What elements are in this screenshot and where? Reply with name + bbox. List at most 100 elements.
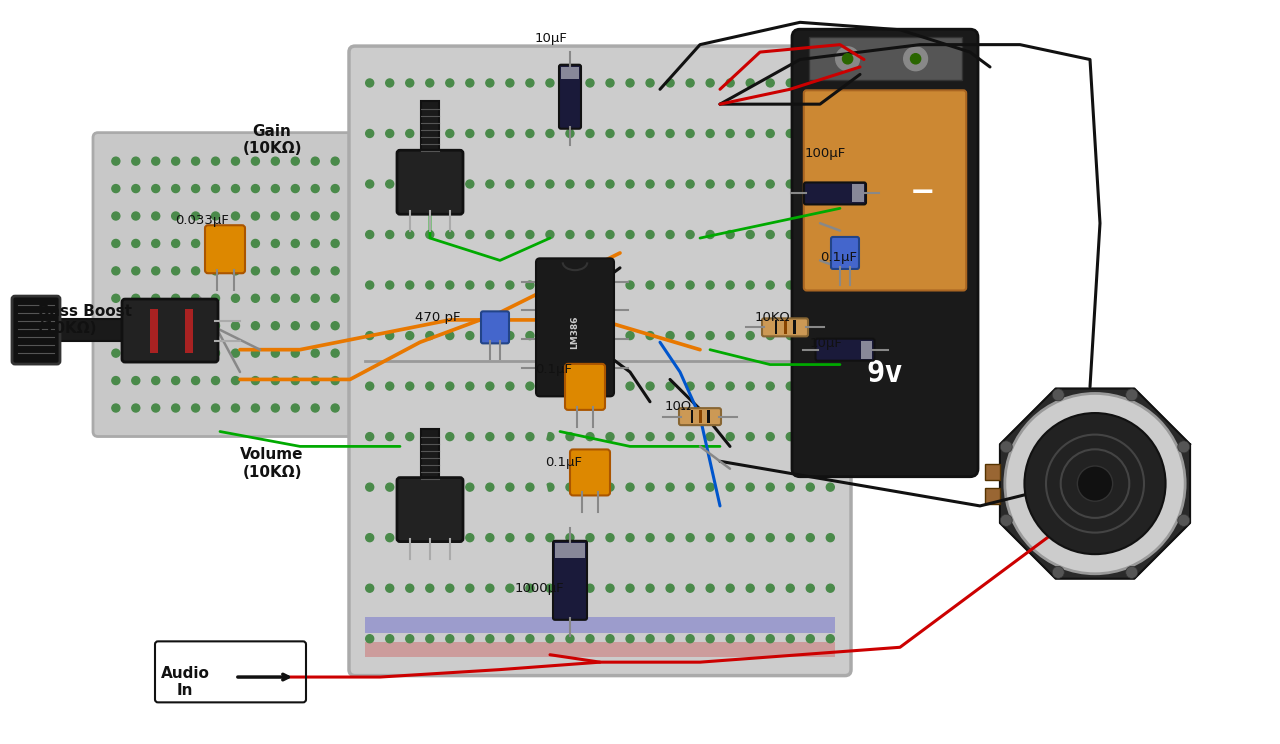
Circle shape [726,533,735,542]
Circle shape [526,231,534,239]
Circle shape [806,231,814,239]
Circle shape [486,79,494,87]
Circle shape [1052,566,1064,578]
Circle shape [111,321,120,330]
Circle shape [806,483,814,491]
Circle shape [192,404,200,412]
Circle shape [586,584,594,592]
Circle shape [586,432,594,440]
Circle shape [586,180,594,188]
Circle shape [311,349,319,357]
Circle shape [445,79,454,87]
Circle shape [311,157,319,165]
Circle shape [385,635,394,643]
Circle shape [666,483,675,491]
FancyBboxPatch shape [349,46,851,676]
Circle shape [786,79,795,87]
Circle shape [605,483,614,491]
Circle shape [406,483,413,491]
Circle shape [526,180,534,188]
Text: 9v: 9v [867,359,904,388]
Circle shape [767,129,774,138]
Circle shape [827,281,835,289]
Circle shape [406,635,413,643]
Circle shape [251,185,260,193]
Circle shape [232,295,239,302]
Circle shape [172,376,179,385]
Circle shape [385,129,394,138]
Circle shape [806,129,814,138]
FancyBboxPatch shape [481,311,509,344]
Circle shape [746,584,754,592]
Circle shape [232,212,239,220]
Circle shape [666,635,675,643]
FancyBboxPatch shape [831,237,859,269]
Circle shape [707,231,714,239]
Circle shape [526,483,534,491]
FancyBboxPatch shape [570,449,611,496]
Circle shape [251,404,260,412]
Circle shape [385,584,394,592]
Circle shape [132,240,140,248]
Circle shape [746,432,754,440]
Bar [690,410,694,423]
Circle shape [132,267,140,275]
Circle shape [192,157,200,165]
Circle shape [506,332,513,339]
Circle shape [547,231,554,239]
Text: 0.033μF: 0.033μF [175,214,229,227]
Circle shape [385,79,394,87]
Circle shape [426,635,434,643]
Circle shape [486,432,494,440]
Circle shape [827,180,835,188]
Bar [852,185,864,202]
Circle shape [152,376,160,385]
Circle shape [547,533,554,542]
Circle shape [707,129,714,138]
Circle shape [605,129,614,138]
Text: 0.1μF: 0.1μF [820,251,858,264]
Circle shape [726,635,735,643]
Circle shape [332,267,339,275]
Circle shape [445,180,454,188]
Circle shape [426,332,434,339]
Circle shape [767,382,774,390]
Circle shape [211,185,220,193]
Circle shape [466,332,474,339]
Circle shape [192,321,200,330]
Circle shape [192,212,200,220]
Text: Volume
(10KΩ): Volume (10KΩ) [241,447,303,480]
Circle shape [707,483,714,491]
Circle shape [827,382,835,390]
Circle shape [566,432,573,440]
Circle shape [385,483,394,491]
Circle shape [232,321,239,330]
Circle shape [586,281,594,289]
Circle shape [445,635,454,643]
Circle shape [626,533,634,542]
Circle shape [806,79,814,87]
Bar [861,341,873,359]
Circle shape [547,635,554,643]
Circle shape [586,635,594,643]
Circle shape [211,321,220,330]
Circle shape [626,332,634,339]
Circle shape [666,332,675,339]
Bar [794,321,796,334]
Circle shape [586,79,594,87]
Circle shape [172,267,179,275]
Circle shape [311,185,319,193]
Circle shape [426,281,434,289]
Circle shape [271,349,279,357]
Circle shape [786,533,795,542]
Circle shape [786,231,795,239]
Circle shape [445,483,454,491]
Circle shape [506,79,513,87]
Circle shape [486,281,494,289]
Circle shape [506,231,513,239]
Circle shape [767,432,774,440]
Circle shape [426,533,434,542]
Circle shape [547,129,554,138]
Circle shape [1078,466,1112,501]
Circle shape [707,332,714,339]
